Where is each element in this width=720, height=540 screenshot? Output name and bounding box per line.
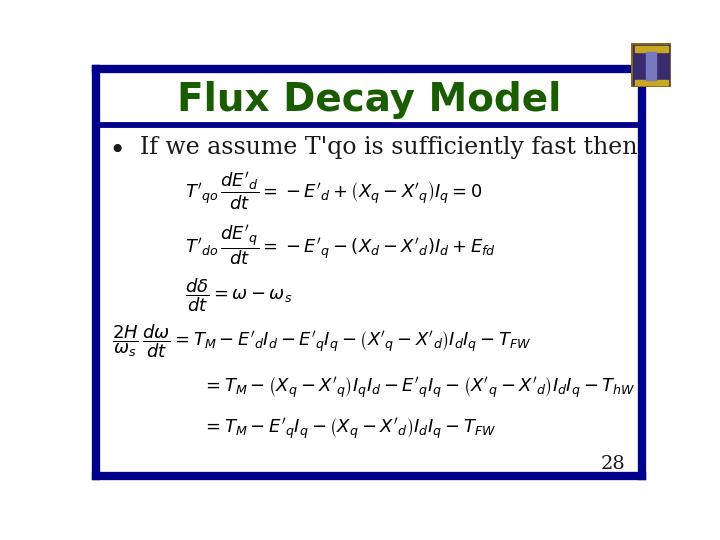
Bar: [647, 52, 656, 79]
Text: $= T_M - E'_q I_q - \left(X_q - X'_d\right)I_d I_q - T_{FW}$: $= T_M - E'_q I_q - \left(X_q - X'_d\rig…: [202, 416, 496, 441]
Text: Flux Decay Model: Flux Decay Model: [177, 81, 561, 119]
Text: $T'_{do}\,\dfrac{dE'_q}{dt} = -E'_q - \left(X_d - X'_d\right)I_d + E_{fd}$: $T'_{do}\,\dfrac{dE'_q}{dt} = -E'_q - \l…: [185, 224, 496, 268]
Text: $T'_{qo}\,\dfrac{dE'_d}{dt} = -E'_d + \left(X_q - X'_q\right)I_q = 0$: $T'_{qo}\,\dfrac{dE'_d}{dt} = -E'_d + \l…: [185, 171, 482, 212]
Bar: [634, 46, 668, 52]
Text: If we assume T'qo is sufficiently fast then: If we assume T'qo is sufficiently fast t…: [140, 137, 638, 159]
Text: $\bullet$: $\bullet$: [108, 134, 122, 162]
Text: $\dfrac{d\delta}{dt} = \omega - \omega_s$: $\dfrac{d\delta}{dt} = \omega - \omega_s…: [185, 276, 292, 314]
Text: $= T_M - \left(X_q - X'_q\right)I_q I_d - E'_q I_q - \left(X'_q - X'_d\right)I_d: $= T_M - \left(X_q - X'_q\right)I_q I_d …: [202, 374, 635, 400]
Text: 28: 28: [601, 455, 626, 473]
Bar: [634, 79, 668, 85]
Text: $\dfrac{2H}{\omega_s}\,\dfrac{d\omega}{dt} = T_M - E'_d I_d - E'_q I_q - \left(X: $\dfrac{2H}{\omega_s}\,\dfrac{d\omega}{d…: [112, 322, 532, 360]
